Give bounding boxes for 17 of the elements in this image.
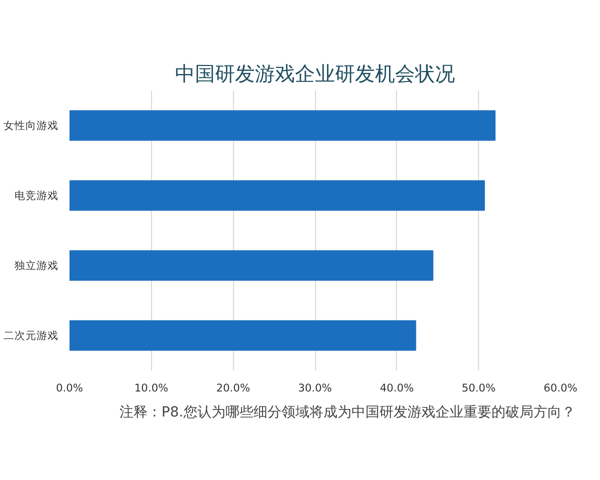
bar [70,320,416,351]
y-tick-label: 二次元游戏 [4,329,58,342]
y-tick-label: 独立游戏 [14,259,58,272]
chart-title: 中国研发游戏企业研发机会状况 [175,62,455,86]
y-tick-label: 女性向游戏 [4,119,58,132]
y-tick-label: 电竞游戏 [14,189,58,202]
bar [70,250,434,281]
bar [70,180,485,211]
x-tick-label: 20.0% [216,382,250,394]
x-tick-label: 30.0% [298,382,332,394]
x-tick-label: 60.0% [544,382,578,394]
text: 注释：P8.您认为哪些细分领域将成为中国研发游戏企业重要的破局方向？ [120,404,576,420]
bar [70,110,496,141]
x-tick-label: 50.0% [462,382,496,394]
x-tick-label: 40.0% [380,382,414,394]
x-tick-label: 0.0% [56,382,84,394]
x-tick-label: 10.0% [134,382,168,394]
